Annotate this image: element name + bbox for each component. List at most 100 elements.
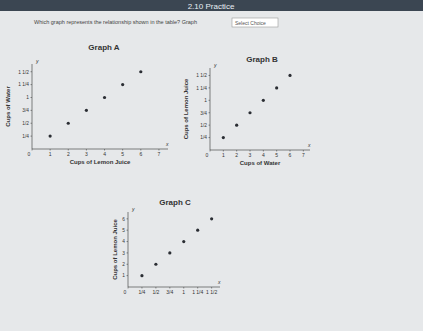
y-tick [31, 97, 33, 98]
y-tick-label: 1 1/4 [196, 86, 207, 91]
x-axis [32, 149, 168, 150]
point [222, 136, 225, 139]
y-axis [128, 212, 129, 287]
y-tick [31, 136, 33, 137]
y-tick [209, 137, 211, 138]
y-tick-label: 1/4 [22, 134, 29, 139]
y-tick-label: 3 [122, 251, 125, 256]
y-tick [127, 264, 129, 265]
point [121, 83, 124, 86]
y-tick-label: 6 [122, 217, 125, 222]
y-label: Cups of Water [5, 86, 11, 127]
points [49, 70, 143, 138]
y-tick-label: 1 1/2 [196, 73, 207, 78]
y-label: Cups of Lemon Juice [112, 219, 118, 280]
x-tick-label: 0 [28, 151, 31, 157]
x-tick [210, 150, 211, 152]
point [210, 217, 213, 220]
y-tick-label: 5 [122, 228, 125, 233]
y-tick [31, 71, 33, 72]
x-symbol: x [307, 142, 311, 148]
header: 2.10 Practice [188, 2, 235, 11]
y-tick [127, 218, 129, 219]
point [235, 124, 238, 127]
y-tick-label: 1 [204, 98, 207, 103]
y-symbol: y [213, 62, 217, 68]
point [85, 109, 88, 112]
x-tick [128, 287, 129, 289]
y-tick [209, 100, 211, 101]
y-tick [31, 110, 33, 111]
y-tick-label: 3/4 [200, 111, 207, 116]
x-tick-label: 5 [121, 151, 124, 157]
x-tick-label: 1 1/4 [192, 289, 203, 295]
x-tick-label: 0 [206, 152, 209, 158]
point [49, 135, 52, 138]
x-tick-label: 7 [302, 152, 305, 158]
y-symbol: y [131, 206, 135, 212]
title: Graph A [88, 43, 119, 52]
x-tick-label: 4 [262, 152, 265, 158]
chart: Graph Cxy01/41/23/411 1/41 1/2123456Cups… [112, 198, 221, 295]
x-tick-label: 6 [289, 152, 292, 158]
x-label: Cups of Lemon Juice [70, 159, 131, 165]
point [154, 263, 157, 266]
points [222, 74, 292, 139]
title: Graph B [246, 55, 278, 64]
dropdown-box[interactable] [232, 18, 278, 27]
y-tick-label: 1 1/4 [18, 82, 29, 87]
x-tick-label: 1 [182, 289, 185, 295]
point [262, 99, 265, 102]
point [103, 96, 106, 99]
point [140, 274, 143, 277]
title: Graph C [159, 198, 191, 207]
y-symbol: y [35, 58, 39, 64]
x-tick-label: 7 [158, 151, 161, 157]
x-tick-label: 1 [49, 151, 52, 157]
x-tick-label: 5 [275, 152, 278, 158]
y-tick-label: 1 1/2 [18, 70, 29, 75]
y-tick [209, 125, 211, 126]
page-bg [0, 0, 423, 331]
x-tick-label: 0 [124, 289, 127, 295]
point [288, 74, 291, 77]
y-tick-label: 1 [26, 95, 29, 100]
y-tick-label: 1/2 [200, 123, 207, 128]
y-tick [127, 230, 129, 231]
x-tick-label: 2 [235, 152, 238, 158]
x-tick-label: 4 [103, 151, 106, 157]
y-tick [127, 252, 129, 253]
x-symbol: x [165, 141, 169, 147]
y-tick-label: 3/4 [22, 108, 29, 113]
x-axis [128, 287, 220, 288]
point [182, 240, 185, 243]
dropdown[interactable]: Select Choice [235, 20, 266, 26]
y-tick [209, 112, 211, 113]
x-tick-label: 2 [67, 151, 70, 157]
y-tick [127, 241, 129, 242]
point [196, 229, 199, 232]
y-tick [31, 123, 33, 124]
x-label: Cups of Water [240, 160, 281, 166]
x-tick-label: 3 [85, 151, 88, 157]
chart: Graph A x y 0 1 2 3 4 5 6 7 1/4 1/2 3/4 1 1 1/4 1 1/2 Cup… [5, 43, 169, 165]
x-tick-label: 1/2 [152, 289, 159, 295]
x-tick-label: 6 [139, 151, 142, 157]
point [67, 122, 70, 125]
x-symbol: x [217, 279, 221, 285]
y-tick-label: 1/2 [22, 121, 29, 126]
y-axis [210, 68, 211, 150]
y-tick [127, 275, 129, 276]
x-tick-label: 1 1/2 [206, 289, 217, 295]
top-bar [0, 0, 423, 11]
x-tick [32, 149, 33, 151]
y-tick [209, 75, 211, 76]
x-tick-label: 1/4 [138, 289, 145, 295]
y-tick-label: 4 [122, 239, 125, 244]
point [139, 70, 142, 73]
point [248, 111, 251, 114]
y-tick-label: 2 [122, 262, 125, 267]
x-axis [210, 150, 310, 151]
x-tick-label: 1 [222, 152, 225, 158]
points [140, 217, 213, 277]
